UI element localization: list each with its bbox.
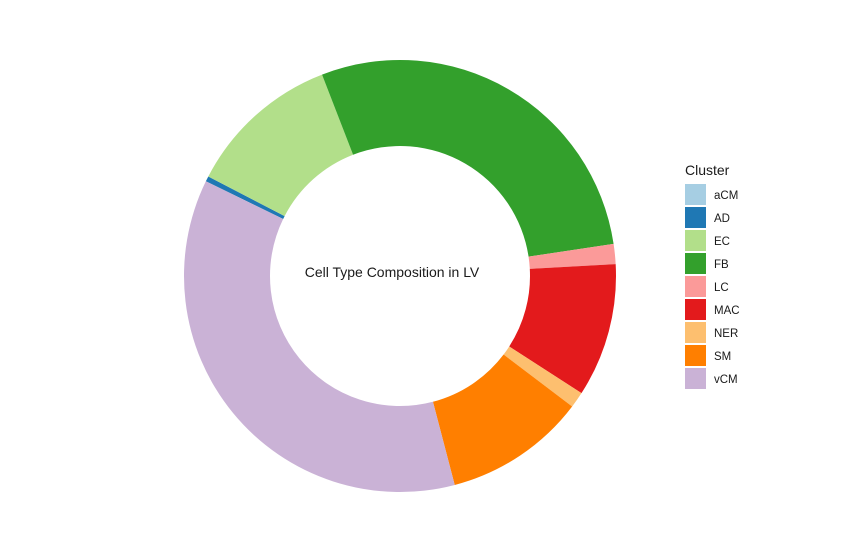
slice-ec: [208, 74, 354, 217]
slice-sm: [432, 354, 573, 485]
slice-lc: [528, 243, 616, 269]
legend-label-acm: aCM: [714, 190, 738, 202]
legend-swatch-ad: [685, 207, 706, 228]
legend-label-lc: LC: [714, 282, 729, 294]
legend-label-fb: FB: [714, 259, 729, 271]
legend-swatch-acm: [685, 184, 706, 205]
legend-swatch-fb: [685, 253, 706, 274]
legend-label-vcm: vCM: [714, 374, 738, 386]
legend-label-ec: EC: [714, 236, 730, 248]
legend-label-mac: MAC: [714, 305, 740, 317]
legend-label-ner: NER: [714, 328, 738, 340]
legend-swatch-mac: [685, 299, 706, 320]
legend-label-ad: AD: [714, 213, 730, 225]
chart-title: Cell Type Composition in LV: [305, 264, 480, 280]
legend: Cluster aCM AD EC FB LC MAC NER SM vCM: [685, 162, 740, 389]
legend-title: Cluster: [685, 162, 730, 178]
slice-ner: [503, 346, 582, 407]
legend-swatch-lc: [685, 276, 706, 297]
slice-vcm: [183, 181, 455, 492]
slice-fb: [322, 60, 614, 257]
slice-ad: [205, 176, 285, 220]
legend-swatch-sm: [685, 345, 706, 366]
legend-swatch-ner: [685, 322, 706, 343]
legend-label-sm: SM: [714, 351, 731, 363]
legend-swatch-ec: [685, 230, 706, 251]
donut-slices: [183, 60, 616, 492]
slice-mac: [509, 264, 616, 394]
legend-swatch-vcm: [685, 368, 706, 389]
